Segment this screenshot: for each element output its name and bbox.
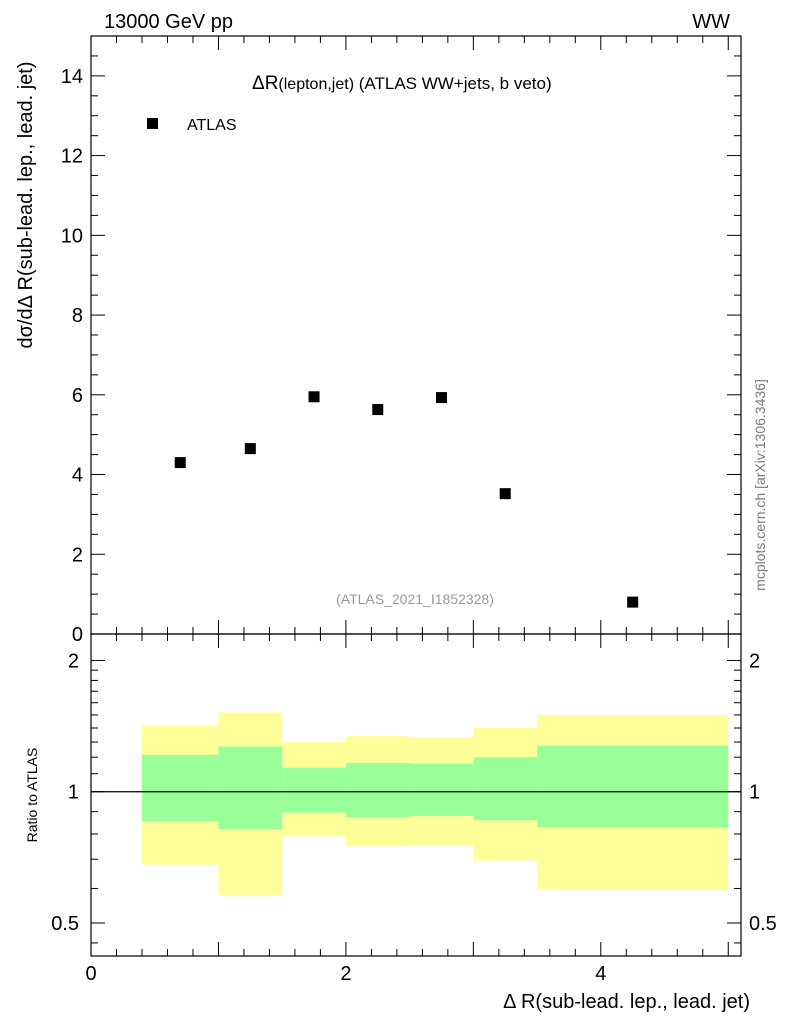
ratio-y-tick-label: 2 bbox=[68, 650, 79, 672]
main-title: ΔR(lepton,jet) (ATLAS WW+jets, b veto) bbox=[252, 73, 552, 94]
main-x-ticks bbox=[90, 36, 729, 634]
x-axis-label: Δ R(sub-lead. lep., lead. jet) bbox=[503, 991, 750, 1013]
main-y-tick-label: 12 bbox=[61, 146, 83, 168]
main-title-rest: (ATLAS WW+jets, b veto) bbox=[354, 74, 552, 93]
ratio-band-inner bbox=[218, 746, 283, 830]
ratio-y-axis-label: Ratio to ATLAS bbox=[24, 748, 40, 843]
ratio-y-tick-label-right: 0.5 bbox=[749, 913, 777, 935]
data-point bbox=[627, 596, 639, 608]
main-y-tick-label: 0 bbox=[72, 624, 83, 646]
analysis-tag: (ATLAS_2021_I1852328) bbox=[336, 591, 494, 607]
main-y-tick-label: 4 bbox=[72, 465, 83, 487]
ratio-band-inner bbox=[409, 763, 474, 816]
ratio-band-inner bbox=[282, 767, 346, 813]
ratio-y-tick-label: 1 bbox=[68, 782, 79, 804]
ratio-band-inner bbox=[537, 745, 729, 828]
x-tick-label: 4 bbox=[595, 963, 606, 985]
ratio-x-axis: 0 2 4 bbox=[85, 634, 729, 985]
main-y-tick-label: 14 bbox=[61, 66, 83, 88]
watermark: mcplots.cern.ch [arXiv:1306.3436] bbox=[752, 379, 768, 591]
main-y-axis-label: dσ/dΔ R(sub-lead. lep., lead. jet) bbox=[15, 62, 37, 349]
main-panel: 0 2 4 6 8 10 12 14 ΔR(lepton,jet) (ATLAS WW+jet… bbox=[15, 35, 742, 646]
main-title-sub: (lepton,jet) bbox=[278, 76, 354, 93]
ratio-bands bbox=[141, 712, 729, 895]
legend-label: ATLAS bbox=[187, 117, 237, 134]
ratio-y-axis: 0.5 0.5 1 1 2 2 bbox=[51, 650, 777, 944]
x-tick-label: 2 bbox=[340, 963, 351, 985]
data-point bbox=[499, 488, 511, 500]
ratio-band-inner bbox=[345, 762, 410, 818]
main-y-tick-label: 6 bbox=[72, 385, 83, 407]
main-y-tick-label: 8 bbox=[72, 305, 83, 327]
data-point bbox=[244, 443, 256, 455]
main-y-tick-label: 2 bbox=[72, 544, 83, 566]
ratio-y-tick-label-right: 1 bbox=[749, 782, 760, 804]
ratio-frame bbox=[90, 633, 742, 957]
data-point bbox=[308, 391, 320, 403]
data-point bbox=[174, 457, 186, 469]
legend-marker bbox=[147, 118, 158, 129]
ratio-panel: 0.5 0.5 1 1 2 2 0 2 4 Ratio to ATLAS Δ R(sub-le… bbox=[24, 633, 777, 1013]
ratio-band-inner bbox=[473, 757, 538, 821]
ratio-y-tick-label: 0.5 bbox=[51, 913, 79, 935]
main-data-series bbox=[174, 391, 639, 608]
main-y-tick-label: 10 bbox=[61, 225, 83, 247]
main-y-axis: 0 2 4 6 8 10 12 14 bbox=[61, 35, 741, 646]
x-tick-label: 0 bbox=[85, 963, 96, 985]
data-point bbox=[435, 392, 447, 404]
data-point bbox=[372, 404, 384, 416]
ratio-y-tick-label-right: 2 bbox=[749, 650, 760, 672]
main-title-prefix: ΔR bbox=[252, 73, 278, 94]
header-energy: 13000 GeV pp bbox=[104, 11, 233, 33]
header-process: WW bbox=[692, 11, 730, 33]
ratio-band-inner bbox=[141, 754, 219, 822]
